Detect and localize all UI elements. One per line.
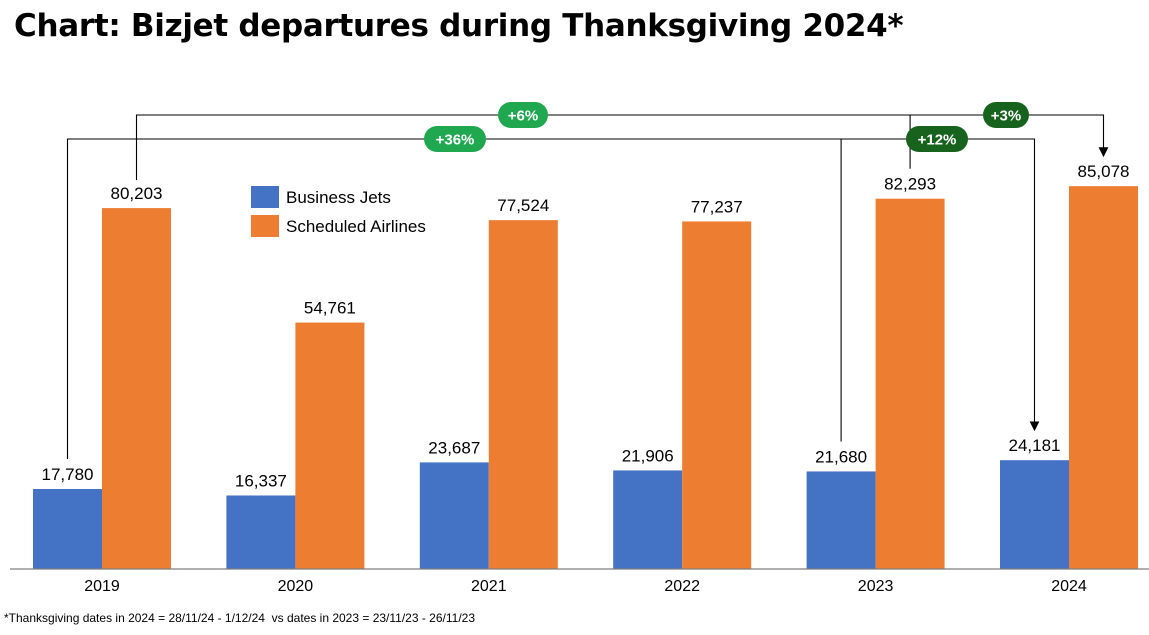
bar-scheduled-airlines-2019 — [102, 208, 171, 570]
bar-business-jets-2019 — [33, 488, 102, 569]
x-tick-label-2024: 2024 — [1051, 578, 1087, 595]
data-label-scheduled-airlines-2019: 80,203 — [111, 184, 163, 203]
bar-scheduled-airlines-2020 — [295, 322, 365, 569]
bar-business-jets-2022 — [613, 470, 683, 569]
data-label-business-jets-2022: 21,906 — [622, 446, 674, 465]
bar-scheduled-airlines-2023 — [875, 198, 945, 569]
legend-label-scheduled-airlines: Scheduled Airlines — [286, 217, 426, 236]
data-label-business-jets-2020: 16,337 — [235, 471, 287, 490]
data-label-scheduled-airlines-2020: 54,761 — [304, 299, 356, 318]
badge-plus-3-pill — [983, 102, 1029, 128]
bar-chart: +6% +3% +36% +12% 17,780 16,337 23,687 21,906 2… — [10, 102, 1149, 595]
x-tick-label-2023: 2023 — [858, 578, 894, 595]
data-label-business-jets-2023: 21,680 — [815, 447, 867, 466]
connector-plus-12 — [841, 138, 1040, 432]
footnote: *Thanksgiving dates in 2024 = 28/11/24 -… — [4, 611, 476, 625]
x-tick-label-2022: 2022 — [664, 578, 700, 595]
badge-plus-36-pill — [424, 126, 486, 152]
connector-plus-6 — [135, 114, 1109, 181]
legend-swatch-scheduled-airlines — [251, 215, 279, 237]
legend: Business Jets Scheduled Airlines — [251, 186, 426, 237]
bar-scheduled-airlines-2022 — [682, 221, 752, 569]
bars-layer — [33, 186, 1138, 570]
legend-swatch-business-jets — [251, 186, 279, 208]
badge-plus-12-pill — [906, 126, 968, 152]
annotation-connectors: +6% +3% +36% +12% — [66, 102, 1109, 459]
badge-plus-12-label: +12% — [918, 132, 957, 149]
bar-scheduled-airlines-2021 — [488, 220, 558, 569]
data-label-business-jets-2019: 17,780 — [42, 465, 94, 484]
data-label-business-jets-2021: 23,687 — [428, 438, 480, 457]
data-label-scheduled-airlines-2024: 85,078 — [1078, 162, 1130, 181]
x-tick-label-2021: 2021 — [471, 578, 507, 595]
badge-plus-6-label: +6% — [508, 108, 538, 125]
data-label-business-jets-2024: 24,181 — [1009, 436, 1061, 455]
badge-plus-36-label: +36% — [436, 132, 475, 149]
data-label-scheduled-airlines-2021: 77,524 — [497, 196, 549, 215]
legend-label-business-jets: Business Jets — [286, 188, 391, 207]
badge-plus-6-pill — [498, 102, 548, 128]
badge-plus-3-label: +3% — [991, 108, 1021, 125]
chart-title: Chart: Bizjet departures during Thanksgi… — [14, 8, 904, 44]
bar-scheduled-airlines-2024 — [1069, 186, 1138, 570]
labels-layer: 17,780 16,337 23,687 21,906 21,680 24,181 80,2… — [42, 162, 1130, 595]
x-tick-label-2020: 2020 — [278, 578, 314, 595]
data-label-scheduled-airlines-2023: 82,293 — [884, 175, 936, 194]
x-tick-label-2019: 2019 — [84, 578, 120, 595]
bar-business-jets-2024 — [1000, 460, 1069, 569]
bar-business-jets-2021 — [419, 462, 489, 569]
bar-business-jets-2023 — [806, 471, 876, 569]
bar-business-jets-2020 — [226, 495, 296, 569]
data-label-scheduled-airlines-2022: 77,237 — [691, 197, 743, 216]
